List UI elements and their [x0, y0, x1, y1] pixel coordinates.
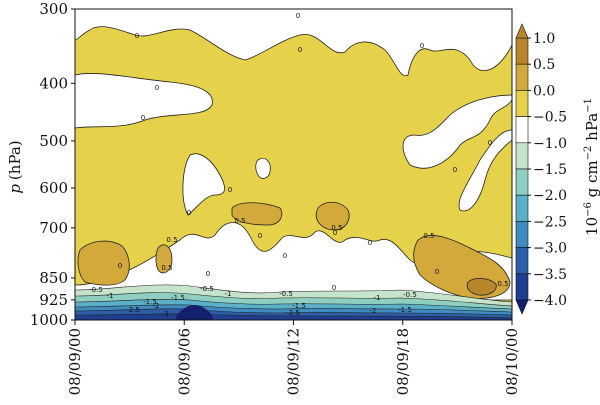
contour-label: -1	[374, 294, 381, 302]
contour-label: -1	[107, 292, 114, 300]
contour-label: 0.5	[497, 280, 508, 288]
contour-label: 0	[296, 12, 300, 20]
colorbar-tick-label: −0.5	[533, 110, 567, 126]
contour-label: -1.5	[292, 302, 306, 310]
colorbar-tick-label: −1.0	[533, 136, 567, 152]
y-axis-variable: p	[6, 184, 24, 194]
negative-region-right-lower	[458, 129, 512, 212]
contour-label: 0	[368, 239, 372, 247]
contour-label: 0	[420, 42, 424, 50]
colorbar-tick-label: 0.5	[533, 57, 555, 73]
colorbar-swatch	[515, 221, 529, 248]
y-tick-label: 925	[39, 291, 68, 309]
x-tick-label: 08/09/12	[285, 328, 303, 395]
colorbar-tick-label: −4.0	[533, 293, 567, 309]
colorbar-swatch	[515, 194, 529, 222]
negative-blob-a	[182, 153, 225, 216]
negative-region-right	[402, 94, 512, 169]
y-tick-label: 500	[39, 132, 68, 150]
colorbar-swatch	[515, 90, 529, 117]
contour-label: -0.5	[279, 290, 293, 298]
positive-blob-c	[231, 202, 283, 226]
negative-region-top	[75, 9, 512, 77]
y-tick-label: 400	[39, 74, 68, 92]
y-tick-label: 600	[39, 179, 68, 197]
contour-label: 0.5	[234, 217, 245, 225]
colorbar-swatch	[515, 168, 529, 196]
negative-blob-500	[75, 73, 213, 129]
y-tick-label: 1000	[30, 311, 68, 329]
negative-blob-b	[255, 157, 271, 179]
y-axis-unit: (hPa)	[6, 140, 24, 180]
contour-label: 0	[141, 114, 145, 122]
colorbar-swatch	[515, 63, 529, 91]
colorbar-tick-label: −3.0	[533, 241, 567, 257]
contour-label: 0	[332, 284, 336, 292]
y-tick-label: 700	[39, 219, 68, 237]
contour-label: 0	[135, 32, 139, 40]
y-axis: 300 400 500 600 700 850 925 1000	[30, 0, 75, 329]
y-axis-title: p (hPa)	[6, 140, 24, 193]
contour-label: -0.5	[89, 286, 103, 294]
contour-label: -2	[153, 302, 160, 310]
x-tick-label: 08/09/00	[66, 328, 84, 395]
colorbar-swatch	[515, 273, 529, 301]
contour-label: 0	[453, 166, 457, 174]
contour-label: 0	[488, 139, 492, 147]
contour-label: 0	[435, 268, 439, 276]
colorbar-swatch	[515, 37, 529, 65]
colorbar-tick-label: 1.0	[533, 31, 555, 47]
contour-label: 0	[155, 84, 159, 92]
contour-label: 0.5	[331, 224, 342, 232]
contour-label: -1.5	[171, 294, 185, 302]
y-tick-label: 850	[39, 269, 68, 287]
negative-core	[175, 304, 213, 320]
colorbar-swatch	[515, 247, 529, 275]
y-tick-label: 300	[39, 0, 68, 18]
contour-label: 0.5	[161, 264, 172, 272]
contour-label: -2.5	[286, 309, 300, 317]
colorbar-tick-label: 0.0	[533, 83, 555, 99]
x-tick-label: 08/09/18	[394, 328, 412, 395]
x-tick-label: 08/10/00	[503, 328, 521, 395]
x-tick-label: 08/09/06	[175, 328, 193, 395]
colorbar-swatch	[515, 116, 529, 144]
contour-label: 0	[187, 209, 191, 217]
contour-label: 0.5	[166, 236, 177, 244]
contour-label: -3	[162, 310, 169, 318]
contour-label: 0	[258, 232, 262, 240]
contour-label: -0.5	[403, 291, 417, 299]
colorbar-top-arrow	[515, 23, 529, 39]
contour-label: -2.5	[126, 306, 140, 314]
contour-label: 0	[283, 252, 287, 260]
contour-label: -1	[225, 290, 232, 298]
contour-label: -1.5	[143, 298, 157, 306]
x-axis: 08/09/00 08/09/06 08/09/12 08/09/18 08/10/00	[66, 320, 521, 395]
contour-label: 0	[228, 186, 232, 194]
colorbar: 1.0 0.5 0.0 −0.5 −1.0 −1.5 −2.0 −2.5 −3.0 −3.5 −4.…	[515, 23, 567, 315]
positive-blob-left	[77, 240, 130, 286]
colorbar-swatch	[515, 142, 529, 170]
colorbar-bottom-arrow	[515, 299, 529, 315]
contour-label: 0.5	[423, 232, 434, 240]
positive-blob-b	[155, 244, 173, 274]
contour-label: -0.5	[200, 285, 214, 293]
positive-blob-d	[315, 201, 350, 231]
contour-label: 0	[206, 270, 210, 278]
positive-core-right	[466, 278, 497, 296]
colorbar-tick-label: −1.5	[533, 162, 567, 178]
colorbar-tick-label: −2.5	[533, 214, 567, 230]
contour-label: 0	[333, 229, 337, 237]
colorbar-title: 10−6 g cm−2 hPa−1	[583, 98, 600, 236]
colorbar-tick-label: −3.5	[533, 267, 567, 283]
contour-label: -1.5	[398, 306, 412, 314]
contour-label: 0	[118, 262, 122, 270]
contour-label: 0	[298, 46, 302, 54]
colorbar-tick-label: −2.0	[533, 188, 567, 204]
contour-label: -2	[370, 307, 377, 315]
